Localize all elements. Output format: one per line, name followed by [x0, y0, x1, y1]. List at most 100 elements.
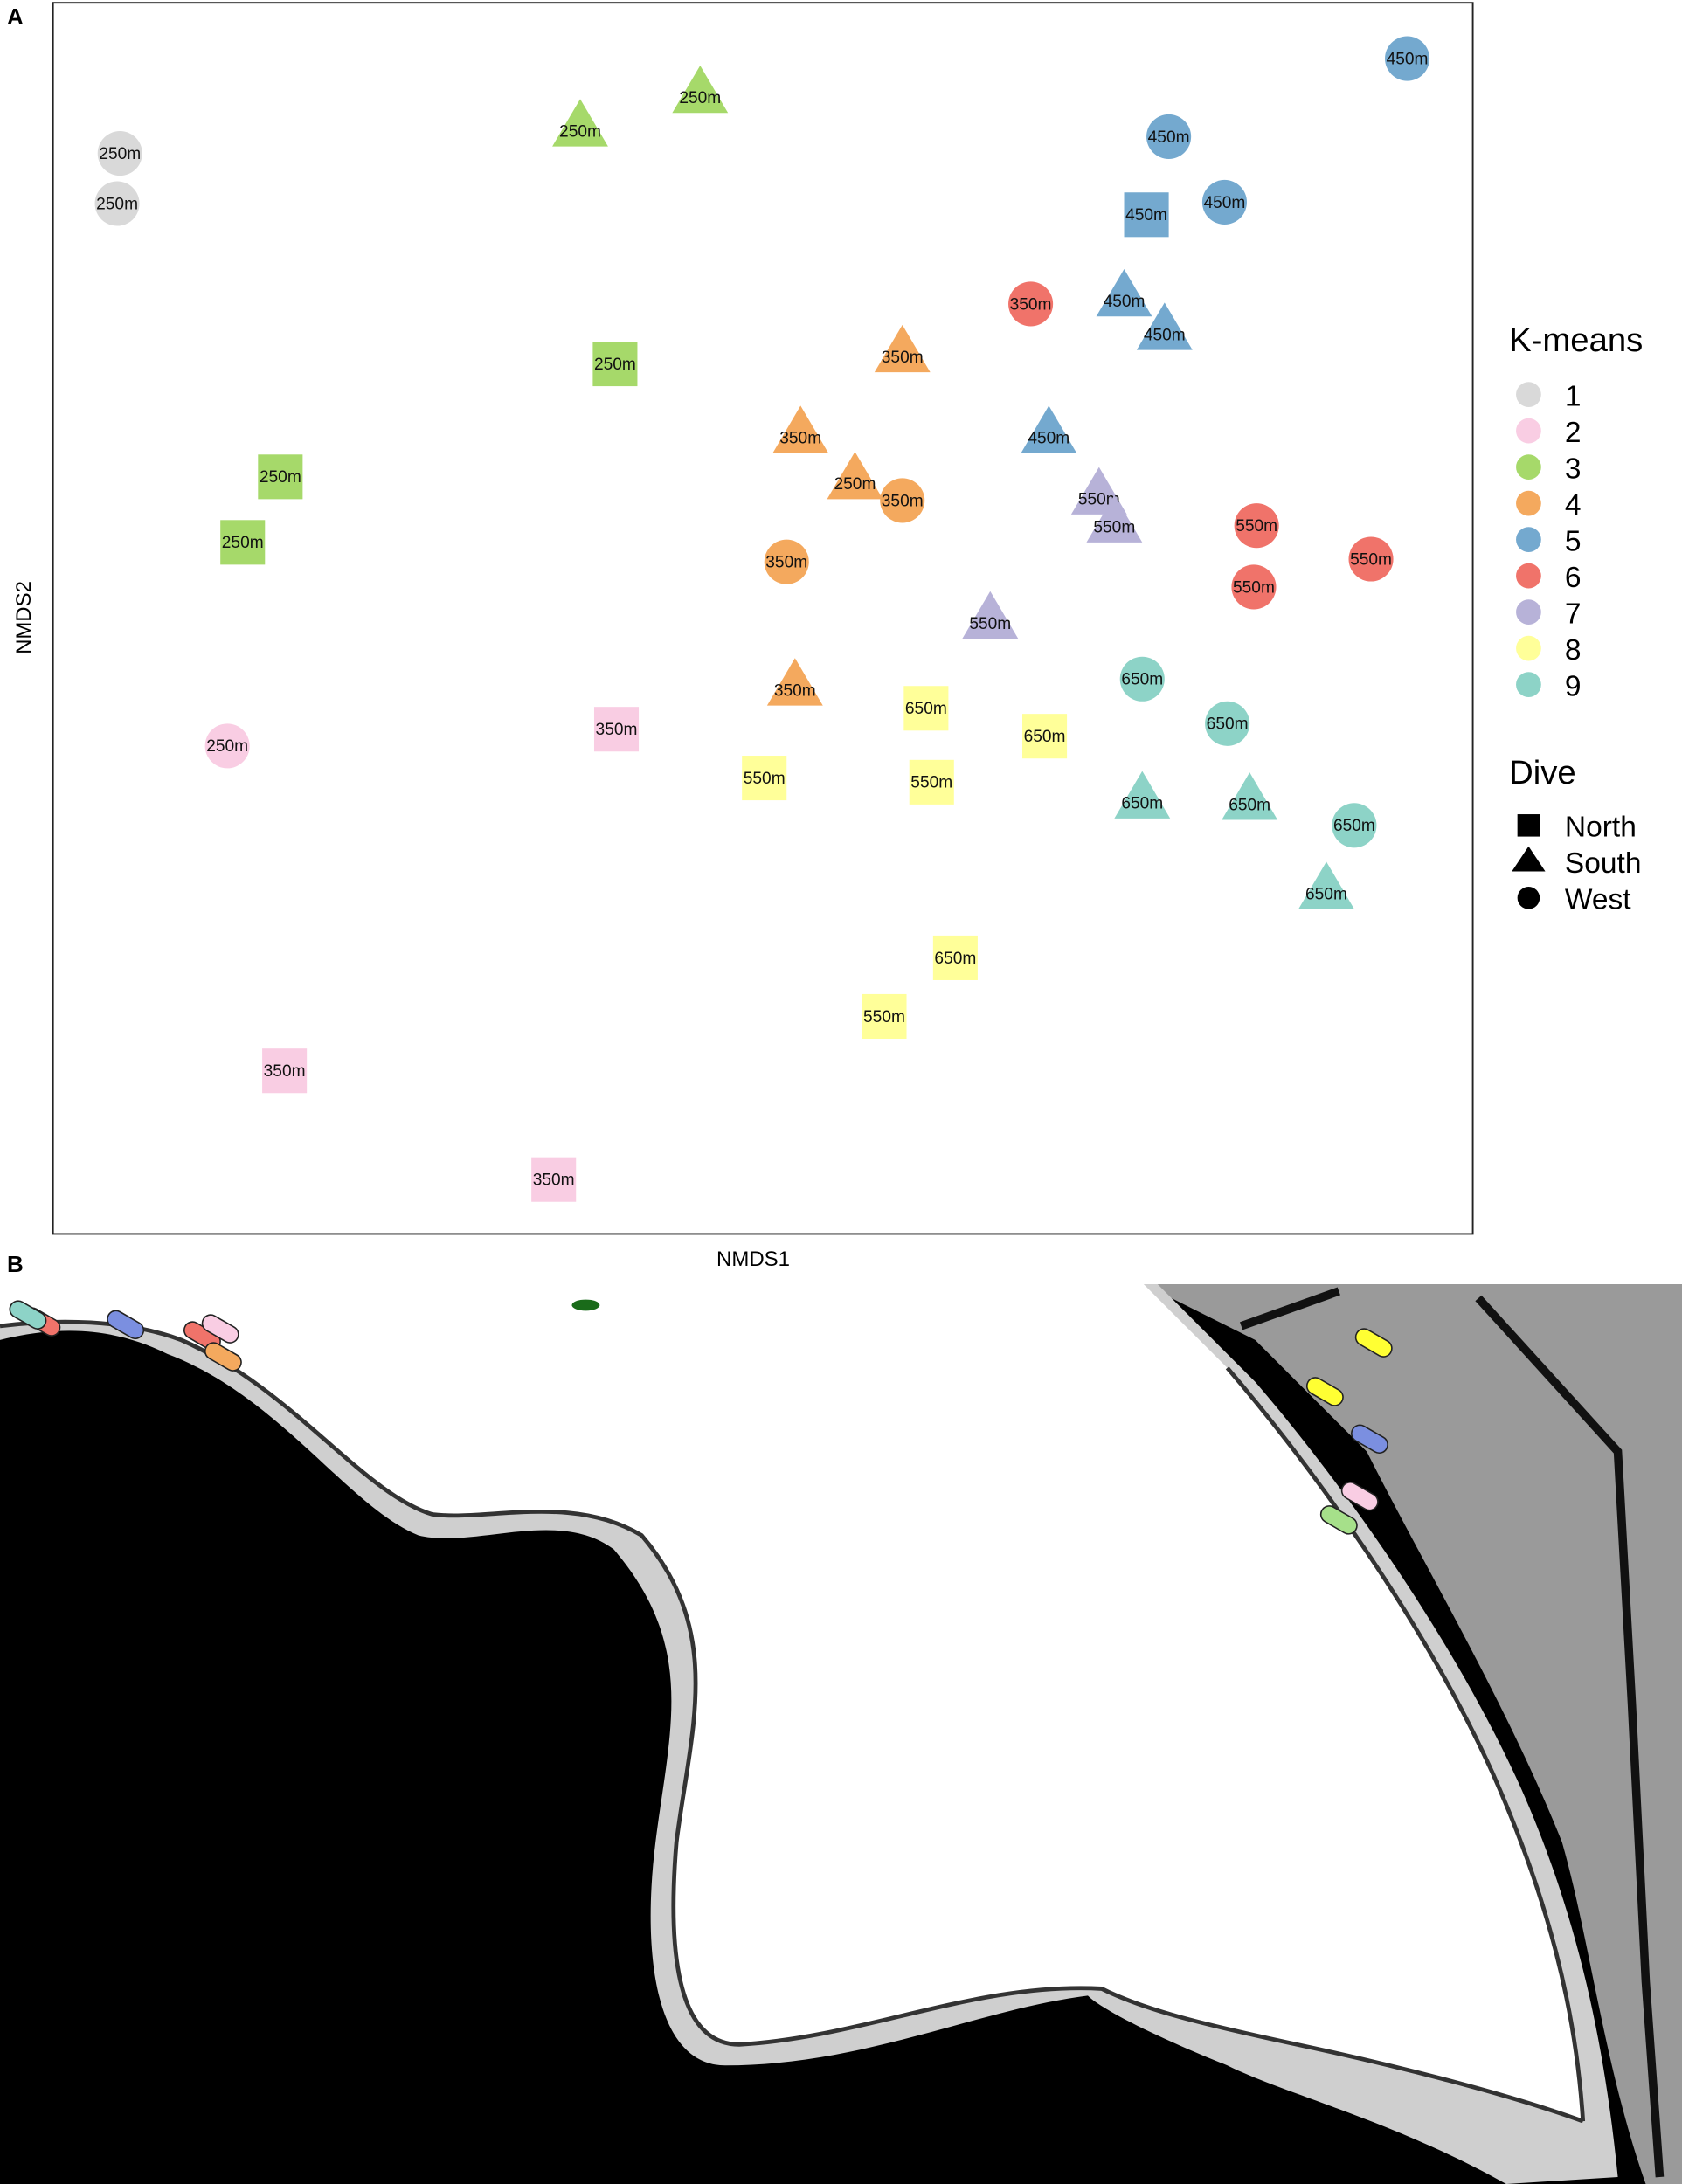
data-point: 250m	[672, 66, 729, 114]
svg-text:450m: 450m	[1104, 293, 1146, 311]
data-point: 250m	[204, 723, 250, 769]
svg-text:Dive: Dive	[1509, 754, 1576, 791]
svg-text:550m: 550m	[863, 1008, 905, 1026]
svg-text:K-means: K-means	[1509, 321, 1643, 359]
data-point: 550m	[1086, 494, 1143, 543]
legend-label: North	[1565, 812, 1637, 844]
svg-text:250m: 250m	[99, 145, 141, 163]
dive-segment	[107, 1310, 145, 1340]
bathymetry-map	[0, 1284, 1682, 2184]
svg-text:350m: 350m	[596, 721, 638, 739]
legend-label: 6	[1565, 562, 1582, 594]
svg-text:250m: 250m	[222, 534, 264, 552]
data-point: 450m	[1201, 179, 1247, 225]
data-point: 250m	[592, 342, 638, 387]
data-point: 250m	[94, 181, 140, 226]
data-point: 250m	[97, 131, 142, 176]
svg-text:250m: 250m	[96, 195, 138, 213]
svg-text:450m: 450m	[1148, 128, 1190, 147]
data-point: 650m	[1119, 656, 1165, 702]
data-point: 550m	[909, 759, 954, 805]
legend-label: 1	[1565, 380, 1582, 412]
svg-text:550m: 550m	[1350, 550, 1392, 569]
svg-text:350m: 350m	[1010, 295, 1052, 314]
svg-text:550m: 550m	[910, 774, 952, 792]
data-point: 550m	[962, 591, 1019, 639]
data-point: 650m	[1114, 771, 1171, 819]
svg-text:550m: 550m	[1233, 578, 1275, 597]
svg-text:350m: 350m	[779, 430, 821, 448]
panel-a-label: A	[7, 3, 24, 30]
data-point: 350m	[1008, 281, 1054, 327]
legend-label: 5	[1565, 525, 1582, 557]
svg-text:650m: 650m	[934, 950, 976, 968]
dive-segment	[1319, 1505, 1358, 1535]
svg-text:350m: 350m	[533, 1171, 575, 1190]
data-point: 650m	[1298, 861, 1354, 909]
data-point: 550m	[742, 756, 787, 801]
y-axis-title: NMDS2	[12, 581, 36, 654]
dive-segment	[204, 1342, 242, 1372]
svg-text:350m: 350m	[882, 492, 924, 510]
data-point: 450m	[1124, 192, 1169, 238]
data-point: 350m	[262, 1048, 308, 1094]
svg-text:650m: 650m	[1024, 728, 1066, 746]
svg-text:450m: 450m	[1204, 194, 1246, 212]
legend-label: 9	[1565, 670, 1582, 702]
svg-text:550m: 550m	[1093, 519, 1135, 537]
data-point: 550m	[1234, 503, 1279, 549]
legend-swatch	[1516, 563, 1541, 589]
svg-text:650m: 650m	[1229, 796, 1270, 814]
svg-text:250m: 250m	[559, 122, 601, 141]
svg-text:250m: 250m	[834, 475, 876, 494]
data-point: 650m	[1205, 701, 1250, 746]
data-point: 550m	[862, 993, 907, 1040]
legend-label: 8	[1565, 634, 1582, 667]
dive-segments	[9, 1300, 1393, 1535]
svg-text:250m: 250m	[594, 356, 636, 374]
data-point: 250m	[552, 99, 608, 147]
nmds-scatter-plot: 250m 250m 250m 250m 250m 250m 250m 250m 350m 350m…	[12, 2, 1643, 1235]
data-point: 450m	[1021, 405, 1077, 453]
legend-swatch	[1516, 490, 1541, 516]
svg-text:550m: 550m	[744, 770, 786, 788]
data-point: 450m	[1096, 269, 1152, 317]
svg-text:650m: 650m	[1207, 715, 1249, 734]
legend-label: West	[1565, 884, 1631, 916]
svg-text:450m: 450m	[1028, 430, 1069, 448]
svg-text:450m: 450m	[1387, 50, 1429, 68]
legend-swatch	[1516, 635, 1541, 661]
green-island	[571, 1299, 600, 1311]
legend-swatch	[1516, 418, 1541, 444]
panel-b-label: B	[7, 1251, 24, 1277]
data-point: 350m	[874, 324, 931, 373]
data-point: 650m	[1332, 803, 1377, 848]
legend-label: 2	[1565, 417, 1582, 449]
legend-swatch	[1516, 527, 1541, 553]
x-axis-title: NMDS1	[716, 1248, 791, 1271]
legend-swatch	[1516, 599, 1541, 625]
legend-label: 7	[1565, 598, 1582, 630]
legend-label: 3	[1565, 453, 1582, 485]
data-point: 350m	[772, 405, 829, 453]
svg-text:650m: 650m	[1121, 795, 1163, 813]
svg-text:450m: 450m	[1125, 206, 1167, 225]
data-point: 350m	[880, 478, 925, 523]
data-point: 350m	[764, 539, 809, 584]
svg-text:350m: 350m	[264, 1062, 306, 1081]
dive-segment	[1354, 1328, 1393, 1358]
dive-segment	[1351, 1424, 1388, 1455]
dive-segment	[1305, 1377, 1344, 1406]
legend-label: South	[1565, 847, 1642, 880]
data-point: 550m	[1348, 536, 1394, 582]
svg-text:350m: 350m	[765, 554, 807, 572]
svg-text:550m: 550m	[969, 615, 1011, 633]
legend-swatch	[1516, 672, 1541, 697]
svg-text:350m: 350m	[774, 681, 816, 700]
dive-segment	[201, 1314, 239, 1344]
svg-text:250m: 250m	[206, 737, 248, 756]
data-point: 650m	[903, 686, 949, 731]
data-point: 450m	[1146, 114, 1192, 159]
svg-text:250m: 250m	[679, 89, 721, 107]
